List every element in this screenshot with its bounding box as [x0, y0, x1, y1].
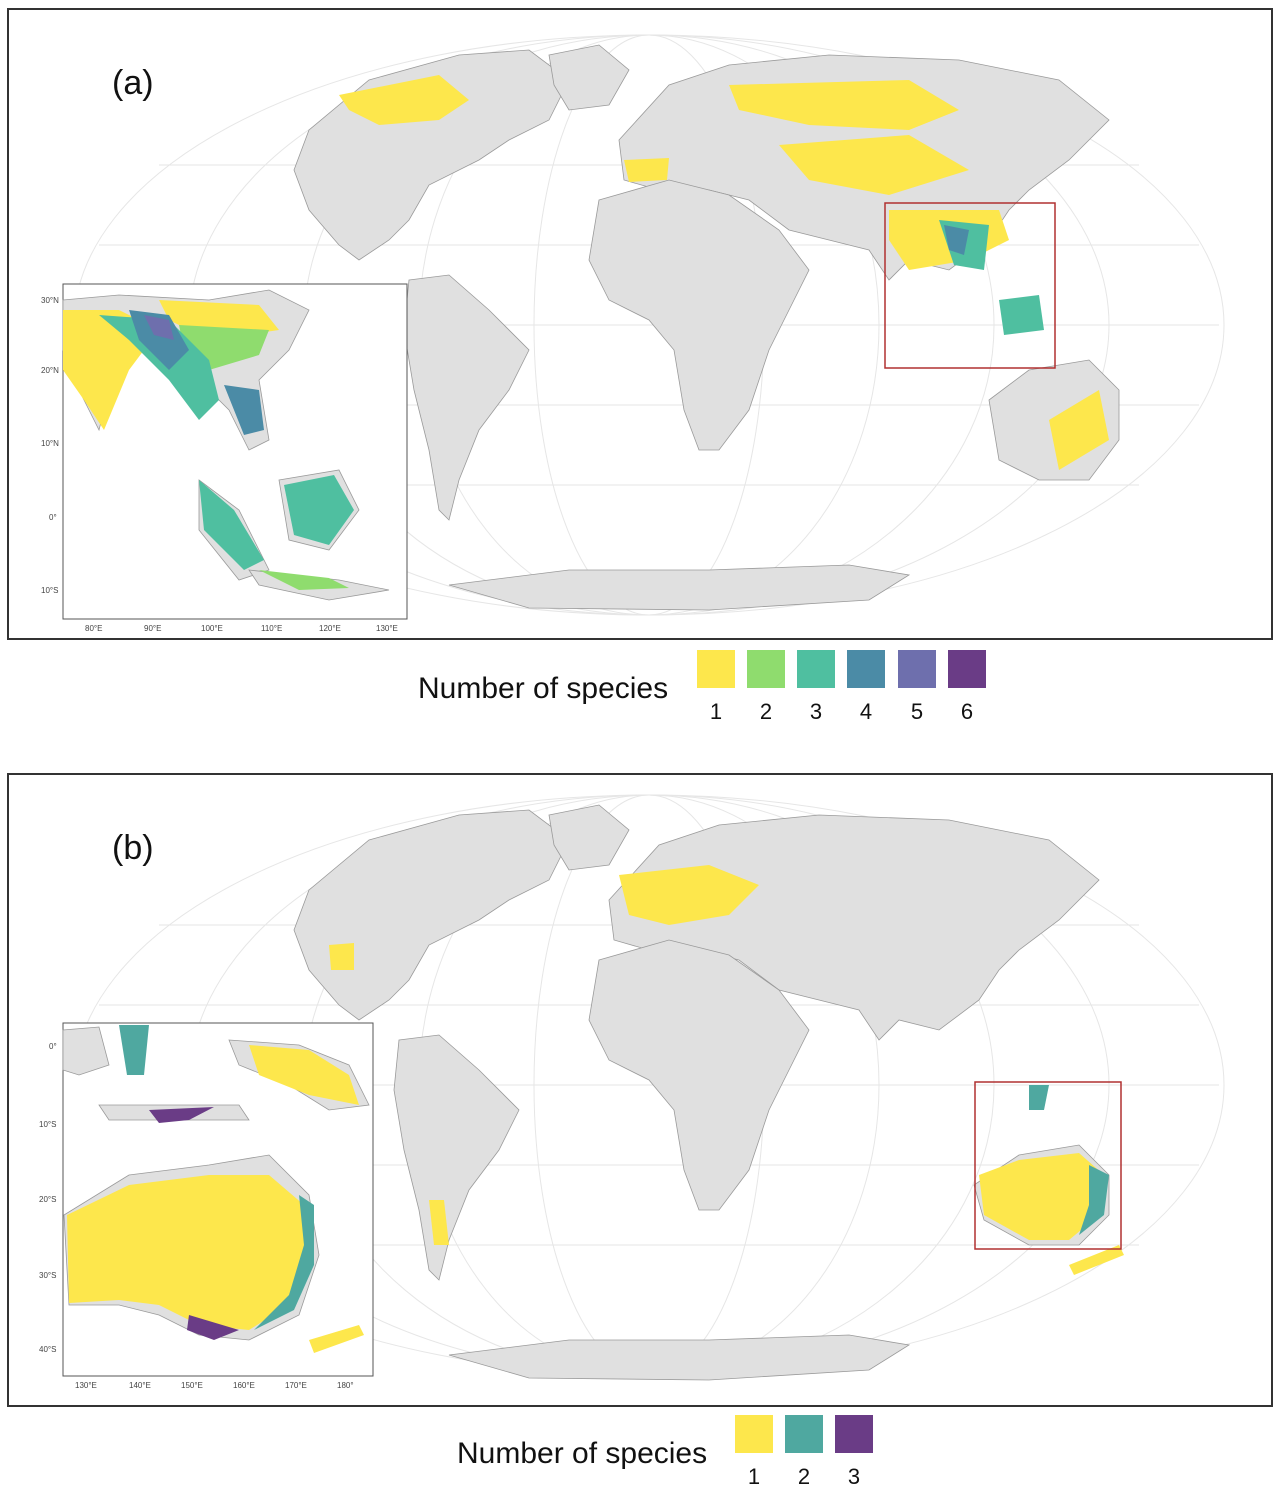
world-map-a: 30°N 20°N 10°N 0° 10°S 80°E 90°E 100°E 1…	[41, 34, 1225, 633]
land-a	[293, 44, 1120, 611]
inset-b-lat-tick: 30°S	[39, 1271, 56, 1280]
highlight-box-b	[974, 1081, 1122, 1250]
inset-a-lat-tick: 10°S	[41, 586, 58, 595]
inset-a-lat-tick: 0°	[49, 513, 57, 522]
inset-a-lon-tick: 80°E	[85, 624, 102, 633]
legend-value: 2	[797, 1464, 811, 1489]
land-b	[293, 804, 1110, 1381]
inset-b-lon-tick: 140°E	[129, 1381, 151, 1390]
panel-label-a: (a)	[112, 64, 154, 102]
legend-swatch-2	[747, 650, 785, 688]
inset-a-lon-tick: 130°E	[376, 624, 398, 633]
south-america	[403, 274, 530, 521]
legend-value: 4	[859, 699, 873, 724]
species-ranges-b	[329, 865, 1124, 1275]
inset-b-lon-tick: 180°	[337, 1381, 354, 1390]
legend-swatch-6	[948, 650, 986, 688]
legend-b: Number of species 1 2 3	[0, 1410, 1280, 1491]
legend-swatch-4	[847, 650, 885, 688]
inset-b-lat-tick: 10°S	[39, 1120, 56, 1129]
inset-a-lon-tick: 90°E	[144, 624, 161, 633]
greenland	[548, 804, 630, 871]
africa	[588, 179, 810, 451]
inset-a-lat-tick: 20°N	[41, 366, 59, 375]
legend-title-b: Number of species	[457, 1437, 708, 1470]
legend-swatch-1	[697, 650, 735, 688]
legend-swatch-2	[785, 1415, 823, 1453]
legend-title-a: Number of species	[418, 672, 669, 705]
antarctica	[448, 564, 911, 611]
world-map-b: 0° 10°S 20°S 30°S 40°S 130°E 140°E 150°E…	[39, 794, 1225, 1390]
antarctica	[448, 1334, 911, 1381]
legend-a: Number of species 1 2 3 4 5 6	[0, 645, 1280, 735]
map-panel-b: 0° 10°S 20°S 30°S 40°S 130°E 140°E 150°E…	[7, 773, 1273, 1407]
legend-value: 3	[809, 699, 823, 724]
inset-a-lat-tick: 10°N	[41, 439, 59, 448]
legend-swatch-3	[797, 650, 835, 688]
map-panel-a: 30°N 20°N 10°N 0° 10°S 80°E 90°E 100°E 1…	[7, 8, 1273, 640]
legend-value: 1	[709, 699, 723, 724]
africa	[588, 939, 810, 1211]
legend-value: 6	[960, 699, 974, 724]
highlight-box-a	[884, 202, 1056, 369]
inset-b-lat-tick: 0°	[49, 1042, 57, 1051]
north-america	[293, 809, 570, 1021]
inset-b-lon-tick: 160°E	[233, 1381, 255, 1390]
legend-value: 5	[910, 699, 924, 724]
legend-value: 3	[847, 1464, 861, 1489]
inset-b-lat-tick: 40°S	[39, 1345, 56, 1354]
greenland	[548, 44, 630, 111]
legend-swatch-3	[835, 1415, 873, 1453]
inset-a-lat-tick: 30°N	[41, 296, 59, 305]
inset-b-lon-tick: 150°E	[181, 1381, 203, 1390]
legend-value: 1	[747, 1464, 761, 1489]
inset-a-lon-tick: 110°E	[261, 624, 282, 633]
inset-b-lon-tick: 130°E	[75, 1381, 97, 1390]
south-america	[393, 1034, 520, 1281]
inset-b-lat-tick: 20°S	[39, 1195, 56, 1204]
inset-a-lon-tick: 120°E	[319, 624, 341, 633]
panel-label-b: (b)	[112, 829, 154, 867]
inset-b-lon-tick: 170°E	[285, 1381, 307, 1390]
legend-swatch-5	[898, 650, 936, 688]
legend-value: 2	[759, 699, 773, 724]
inset-map-b: 0° 10°S 20°S 30°S 40°S 130°E 140°E 150°E…	[39, 1022, 374, 1390]
legend-swatch-1	[735, 1415, 773, 1453]
inset-map-a: 30°N 20°N 10°N 0° 10°S 80°E 90°E 100°E 1…	[41, 283, 408, 633]
species-ranges-a	[339, 75, 1109, 470]
inset-a-lon-tick: 100°E	[201, 624, 223, 633]
